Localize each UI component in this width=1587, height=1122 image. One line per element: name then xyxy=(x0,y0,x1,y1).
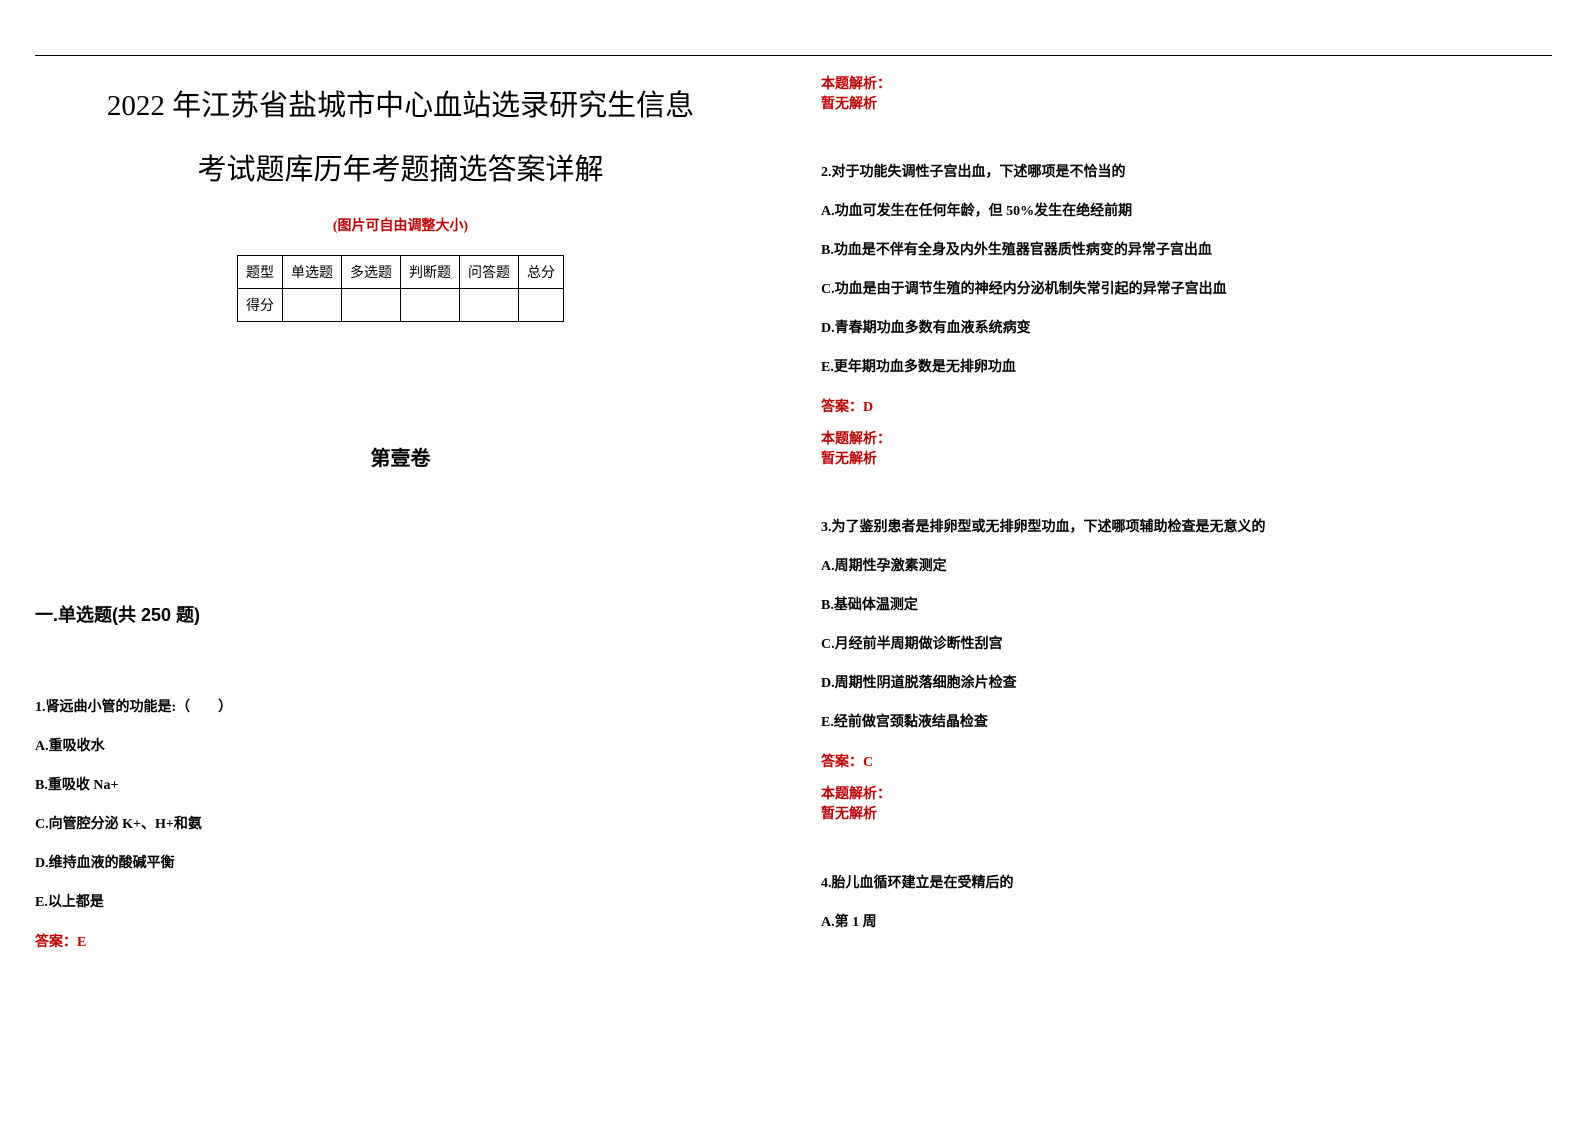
table-row: 题型 单选题 多选题 判断题 问答题 总分 xyxy=(238,255,564,288)
score-cell xyxy=(460,288,519,321)
two-column-layout: 2022 年江苏省盐城市中心血站选录研究生信息 考试题库历年考题摘选答案详解 (… xyxy=(35,75,1552,965)
score-cell xyxy=(519,288,564,321)
analysis-body: 暂无解析 xyxy=(821,805,1552,825)
title-line-1: 2022 年江苏省盐城市中心血站选录研究生信息 xyxy=(107,90,694,122)
left-column: 2022 年江苏省盐城市中心血站选录研究生信息 考试题库历年考题摘选答案详解 (… xyxy=(35,75,766,965)
option: D.维持血液的酸碱平衡 xyxy=(35,853,766,874)
analysis-body: 暂无解析 xyxy=(821,95,1552,115)
right-column: 本题解析： 暂无解析 2.对于功能失调性子宫出血，下述哪项是不恰当的 A.功血可… xyxy=(821,75,1552,965)
score-cell xyxy=(401,288,460,321)
option: A.重吸收水 xyxy=(35,736,766,757)
score-label-cell: 得分 xyxy=(238,288,283,321)
header-cell: 总分 xyxy=(519,255,564,288)
analysis-body: 暂无解析 xyxy=(821,450,1552,470)
option: A.第 1 周 xyxy=(821,912,1552,933)
analysis-label: 本题解析： xyxy=(821,430,1552,450)
analysis-label: 本题解析： xyxy=(821,75,1552,95)
top-rule xyxy=(35,55,1552,56)
option: E.经前做宫颈黏液结晶检查 xyxy=(821,712,1552,733)
score-cell xyxy=(342,288,401,321)
option: C.月经前半周期做诊断性刮宫 xyxy=(821,634,1552,655)
header-cell: 多选题 xyxy=(342,255,401,288)
question-stem: 2.对于功能失调性子宫出血，下述哪项是不恰当的 xyxy=(821,162,1552,183)
option: B.重吸收 Na+ xyxy=(35,775,766,796)
question-stem: 3.为了鉴别患者是排卵型或无排卵型功血，下述哪项辅助检查是无意义的 xyxy=(821,517,1552,538)
option: A.功血可发生在任何年龄，但 50%发生在绝经前期 xyxy=(821,201,1552,222)
header-cell: 判断题 xyxy=(401,255,460,288)
option: B.功血是不伴有全身及内外生殖器官器质性病变的异常子宫出血 xyxy=(821,240,1552,261)
score-cell xyxy=(283,288,342,321)
score-table: 题型 单选题 多选题 判断题 问答题 总分 得分 xyxy=(237,255,564,322)
page-title: 2022 年江苏省盐城市中心血站选录研究生信息 考试题库历年考题摘选答案详解 xyxy=(35,75,766,203)
table-row: 得分 xyxy=(238,288,564,321)
volume-heading: 第壹卷 xyxy=(35,442,766,471)
option: C.功血是由于调节生殖的神经内分泌机制失常引起的异常子宫出血 xyxy=(821,279,1552,300)
option: D.周期性阴道脱落细胞涂片检查 xyxy=(821,673,1552,694)
answer-line: 答案：C xyxy=(821,751,1552,771)
option: A.周期性孕激素测定 xyxy=(821,556,1552,577)
title-line-2: 考试题库历年考题摘选答案详解 xyxy=(197,154,603,186)
option: B.基础体温测定 xyxy=(821,595,1552,616)
option: D.青春期功血多数有血液系统病变 xyxy=(821,318,1552,339)
answer-line: 答案：E xyxy=(35,931,766,951)
question-stem: 4.胎儿血循环建立是在受精后的 xyxy=(821,873,1552,894)
header-cell: 单选题 xyxy=(283,255,342,288)
resize-note: (图片可自由调整大小) xyxy=(35,215,766,235)
option: E.更年期功血多数是无排卵功血 xyxy=(821,357,1552,378)
option: C.向管腔分泌 K+、H+和氨 xyxy=(35,814,766,835)
section-heading: 一.单选题(共 250 题) xyxy=(35,601,766,627)
question-stem: 1.肾远曲小管的功能是:（ ） xyxy=(35,697,766,718)
option: E.以上都是 xyxy=(35,892,766,913)
answer-line: 答案：D xyxy=(821,396,1552,416)
header-cell: 问答题 xyxy=(460,255,519,288)
analysis-label: 本题解析： xyxy=(821,785,1552,805)
header-cell-type: 题型 xyxy=(238,255,283,288)
